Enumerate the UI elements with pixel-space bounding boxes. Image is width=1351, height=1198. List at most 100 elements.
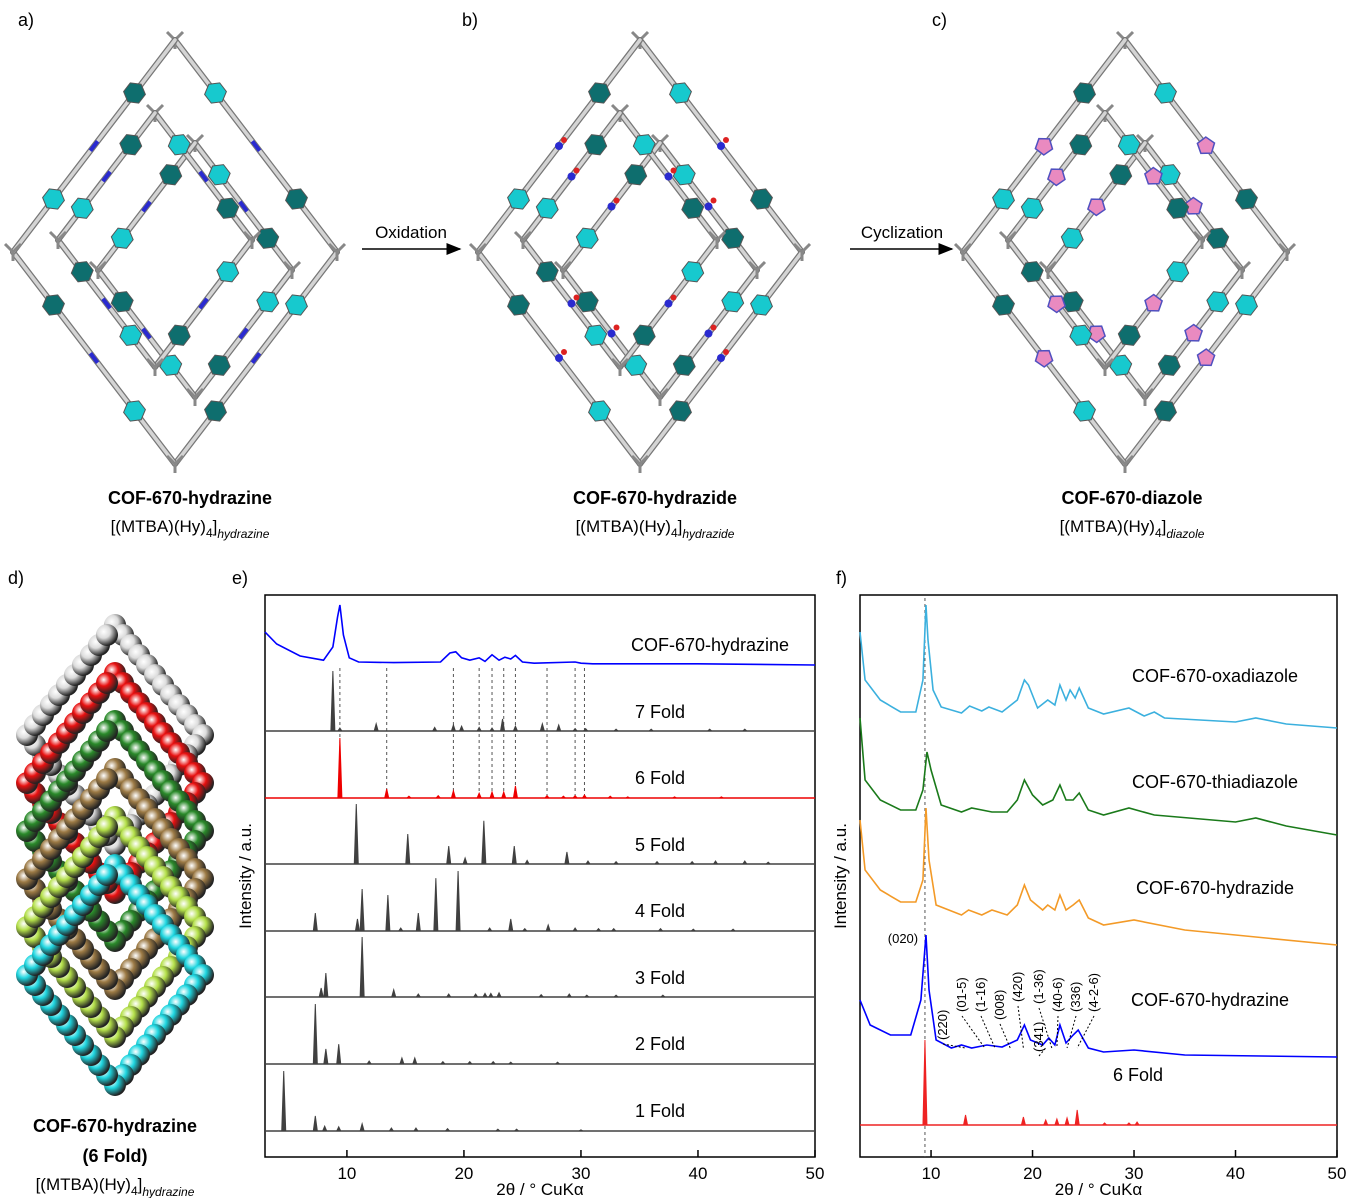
ring <box>1021 198 1043 218</box>
ring <box>722 292 744 312</box>
peak <box>1127 1123 1131 1125</box>
ring <box>1061 292 1083 312</box>
peak <box>513 786 517 798</box>
peak <box>313 1004 317 1064</box>
peak <box>1021 1117 1025 1125</box>
peak <box>731 929 735 931</box>
peak <box>655 862 659 864</box>
peak <box>513 726 517 731</box>
peak <box>338 738 342 798</box>
linker <box>568 173 576 181</box>
peak <box>355 919 359 931</box>
ring <box>589 401 611 421</box>
linker <box>574 168 580 174</box>
linker <box>671 168 677 174</box>
peak <box>502 792 506 798</box>
peak <box>413 1058 417 1064</box>
peak <box>582 795 586 798</box>
ring <box>205 83 227 103</box>
ring <box>993 295 1015 315</box>
peak <box>497 993 501 997</box>
ring <box>1155 401 1177 421</box>
annotation: (020) <box>888 931 918 946</box>
x-axis-label: 2θ / ° CuKα <box>1055 1180 1143 1198</box>
ring <box>1236 189 1258 209</box>
peak <box>474 994 478 997</box>
ring <box>585 325 607 345</box>
panel-label: a) <box>18 10 34 30</box>
series-label: COF-670-oxadiazole <box>1132 666 1298 686</box>
annotation: (220) <box>935 1010 950 1040</box>
formula: [(MTBA)(Hy)4]hydrazine <box>36 1175 195 1198</box>
peak <box>714 861 718 864</box>
peak <box>451 791 455 798</box>
linker <box>705 203 713 211</box>
peak <box>282 1071 286 1131</box>
peak <box>586 861 590 864</box>
linker <box>555 142 563 150</box>
annotation: (1-16) <box>973 977 988 1012</box>
peak <box>515 1129 519 1131</box>
peak <box>964 1115 968 1125</box>
peak <box>573 796 577 798</box>
series-label: 3 Fold <box>635 968 685 988</box>
x-tick-label: 10 <box>337 1164 356 1183</box>
annotation: (341) <box>1031 1022 1046 1052</box>
formula-main: [(MTBA)(Hy) <box>111 517 206 536</box>
node <box>515 232 523 240</box>
ring <box>1110 165 1132 185</box>
peak <box>539 995 543 997</box>
peak <box>460 726 464 731</box>
ring <box>751 295 773 315</box>
linker <box>711 198 717 204</box>
peak <box>338 728 342 731</box>
peak <box>509 919 513 931</box>
peak <box>649 729 653 731</box>
ring <box>168 325 190 345</box>
ring <box>1118 135 1140 155</box>
ring <box>993 189 1015 209</box>
x-tick-label: 40 <box>1226 1164 1245 1183</box>
peak <box>468 1062 472 1064</box>
x-tick-label: 40 <box>689 1164 708 1183</box>
ring <box>633 135 655 155</box>
ring <box>536 262 558 282</box>
peak <box>1044 1120 1048 1125</box>
ring <box>673 165 695 185</box>
node <box>1242 262 1250 270</box>
stack-name: COF-670-hydrazine <box>33 1116 197 1136</box>
peak <box>456 871 460 931</box>
peak <box>614 995 618 997</box>
ring <box>168 135 190 155</box>
structures <box>5 32 1295 473</box>
ring <box>1070 135 1092 155</box>
peak <box>1135 1122 1139 1125</box>
annotation: (420) <box>1010 972 1025 1002</box>
ring <box>217 262 239 282</box>
ring <box>43 295 65 315</box>
linker <box>555 354 563 362</box>
linker <box>723 137 729 143</box>
x-tick-label: 10 <box>922 1164 941 1183</box>
peak <box>614 729 618 731</box>
peak <box>691 929 695 931</box>
peak <box>496 1129 500 1131</box>
atom <box>96 816 118 838</box>
peak <box>597 929 601 931</box>
series-label: COF-670-thiadiazole <box>1132 772 1298 792</box>
formula: [(MTBA)(Hy)4]hydrazide <box>576 517 735 541</box>
peak <box>360 937 364 997</box>
ring <box>111 292 133 312</box>
series-label: 6 Fold <box>1113 1065 1163 1085</box>
formula-phase: hydrazide <box>682 527 734 541</box>
peak <box>389 1128 393 1131</box>
peak <box>708 729 712 731</box>
peak <box>374 724 378 731</box>
linker <box>608 203 616 211</box>
annotation: (4-2-6) <box>1086 973 1101 1012</box>
ring <box>682 198 704 218</box>
peak <box>414 1128 418 1131</box>
linker <box>561 137 567 143</box>
peak <box>360 1124 364 1131</box>
peak <box>406 834 410 864</box>
